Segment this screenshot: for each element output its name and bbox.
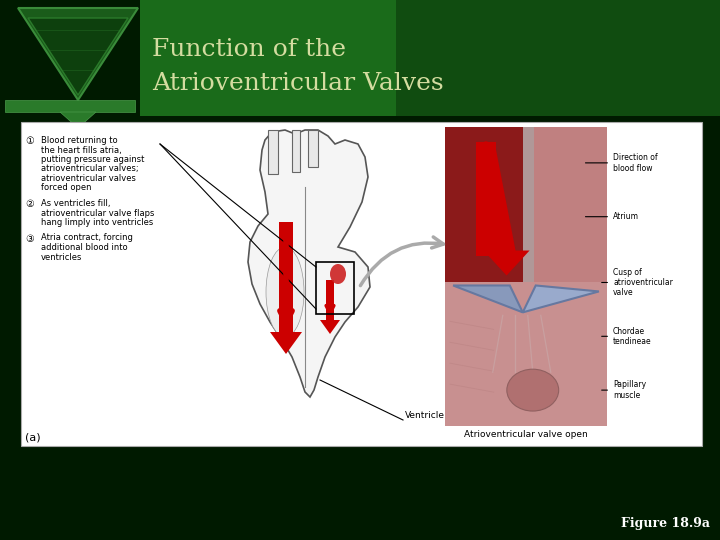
Text: ventricles: ventricles (41, 253, 82, 261)
Text: additional blood into: additional blood into (41, 243, 127, 252)
Polygon shape (268, 130, 278, 174)
Polygon shape (28, 18, 128, 95)
Polygon shape (523, 286, 599, 312)
Ellipse shape (330, 264, 346, 284)
Text: Cusp of
atrioventricular
valve: Cusp of atrioventricular valve (602, 268, 673, 298)
Polygon shape (270, 332, 302, 354)
Text: Blood returning to: Blood returning to (41, 136, 117, 145)
Text: atrioventricular valves;: atrioventricular valves; (41, 165, 139, 173)
Text: Atrium: Atrium (585, 212, 639, 221)
Polygon shape (60, 112, 96, 128)
Text: Papillary
muscle: Papillary muscle (602, 380, 646, 400)
Polygon shape (292, 130, 300, 172)
Polygon shape (477, 142, 529, 275)
Text: (a): (a) (25, 432, 40, 442)
Bar (445, 127, 526, 282)
Text: Atrioventricular valve open: Atrioventricular valve open (464, 430, 588, 439)
Bar (526, 127, 607, 282)
Polygon shape (18, 8, 138, 100)
Text: hang limply into ventricles: hang limply into ventricles (41, 218, 153, 227)
Bar (316, 262, 354, 314)
Text: putting pressure against: putting pressure against (41, 155, 145, 164)
Polygon shape (453, 286, 523, 312)
Polygon shape (320, 320, 340, 334)
Text: ③: ③ (25, 233, 34, 244)
Text: ①: ① (25, 136, 34, 146)
Bar (445, 282, 607, 426)
Text: Chordae
tendineae: Chordae tendineae (602, 327, 652, 346)
Bar (396, 0, 720, 116)
Text: Atria contract, forcing: Atria contract, forcing (41, 233, 133, 242)
Ellipse shape (507, 369, 559, 411)
Bar (0, 0, 140, 116)
Bar (326, 280, 334, 320)
Ellipse shape (266, 247, 304, 337)
Text: atrioventricular valve flaps: atrioventricular valve flaps (41, 208, 154, 218)
Text: the heart fills atria,: the heart fills atria, (41, 145, 122, 154)
Text: Function of the: Function of the (152, 38, 346, 61)
Text: Atrioventricular Valves: Atrioventricular Valves (152, 72, 444, 95)
FancyArrowPatch shape (361, 237, 444, 286)
Text: forced open: forced open (41, 184, 91, 192)
Bar (279, 222, 293, 332)
Bar (0, 0, 720, 116)
Polygon shape (308, 130, 318, 167)
Bar (5, 100, 135, 112)
Text: Ventricle: Ventricle (405, 411, 445, 421)
Text: ②: ② (25, 199, 34, 209)
Text: atrioventricular valves: atrioventricular valves (41, 174, 136, 183)
Bar (21, 122, 702, 446)
Bar (445, 127, 607, 426)
Bar (475, 142, 495, 255)
Text: Direction of
blood flow: Direction of blood flow (585, 153, 657, 173)
Text: Figure 18.9a: Figure 18.9a (621, 517, 710, 530)
Bar (523, 127, 534, 282)
Text: As ventricles fill,: As ventricles fill, (41, 199, 110, 208)
Polygon shape (248, 130, 370, 397)
